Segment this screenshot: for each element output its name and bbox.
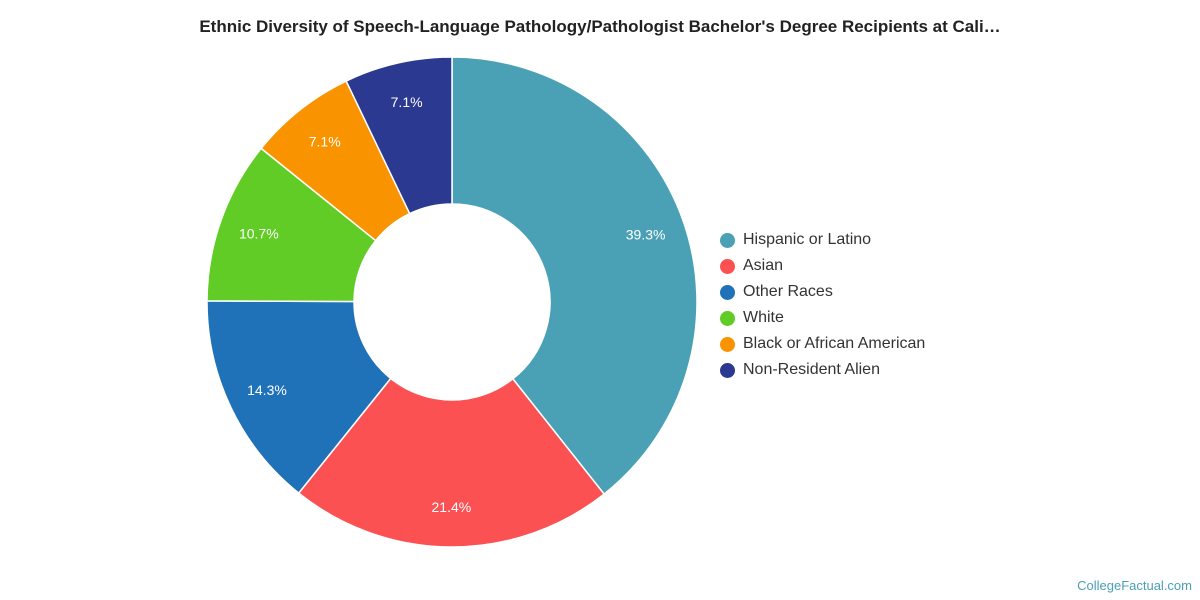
data-label-non-resident-alien: 7.1% bbox=[391, 94, 423, 110]
legend-label: Hispanic or Latino bbox=[743, 231, 872, 248]
legend-label: Other Races bbox=[743, 283, 833, 300]
legend-item-asian[interactable]: Asian bbox=[720, 253, 925, 279]
data-label-asian: 21.4% bbox=[432, 499, 472, 515]
legend-swatch bbox=[720, 336, 735, 352]
slice-asian bbox=[297, 377, 606, 548]
data-label-hispanic-or-latino: 39.3% bbox=[626, 227, 666, 243]
legend-item-black-or-african-american[interactable]: Black or African American bbox=[720, 331, 925, 357]
slice-white bbox=[206, 147, 377, 303]
chart-legend: Hispanic or Latino Asian Other Races White B… bbox=[720, 227, 925, 383]
chart-title: Ethnic Diversity of Speech-Language Path… bbox=[199, 17, 1001, 36]
legend-label: Non-Resident Alien bbox=[743, 361, 880, 378]
legend-swatch bbox=[720, 310, 735, 326]
data-label-white: 10.7% bbox=[239, 225, 279, 241]
legend-label: Black or African American bbox=[743, 335, 926, 352]
legend-label: Asian bbox=[743, 257, 784, 274]
legend-label: White bbox=[743, 309, 784, 326]
watermark: CollegeFactual.com bbox=[1077, 578, 1192, 593]
legend-swatch bbox=[720, 258, 735, 274]
slice-hispanic-or-latino bbox=[451, 56, 698, 496]
legend-item-other-races[interactable]: Other Races bbox=[720, 279, 925, 305]
legend-item-white[interactable]: White bbox=[720, 305, 925, 331]
legend-swatch bbox=[720, 362, 735, 378]
legend-swatch bbox=[720, 232, 735, 248]
slice-non-resident-alien bbox=[345, 56, 453, 215]
data-label-other-races: 14.3% bbox=[247, 382, 287, 398]
legend-swatch bbox=[720, 284, 735, 300]
slice-other-races bbox=[206, 300, 392, 495]
data-label-black-or-african-american: 7.1% bbox=[309, 133, 341, 149]
legend-item-hispanic-or-latino[interactable]: Hispanic or Latino bbox=[720, 227, 925, 253]
legend-item-non-resident-alien[interactable]: Non-Resident Alien bbox=[720, 357, 925, 383]
